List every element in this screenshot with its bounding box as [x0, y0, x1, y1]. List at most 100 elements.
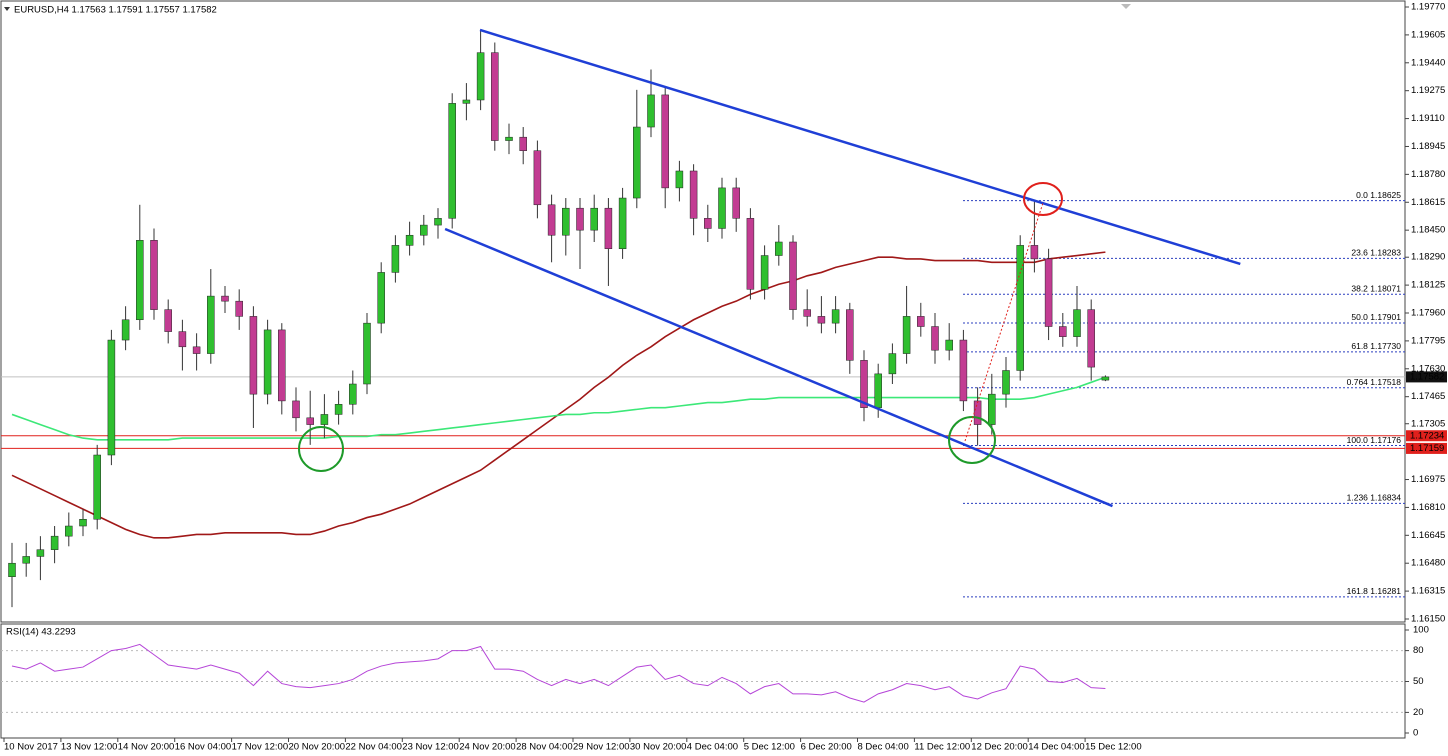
x-tick-label: 20 Nov 20:00	[289, 742, 346, 753]
candle-body	[547, 204, 556, 236]
candle-body	[1101, 376, 1110, 381]
x-tick-label: 14 Nov 20:00	[118, 742, 175, 753]
candle-body	[732, 187, 740, 219]
candle-body	[278, 329, 286, 402]
candle-body	[519, 136, 527, 151]
y-tick-label: 1.18945	[1411, 141, 1445, 152]
candle-body	[50, 535, 59, 550]
candle-body	[79, 519, 87, 527]
fib-label: 61.8 1.17730	[1351, 341, 1401, 351]
y-tick-label: 1.18290	[1411, 252, 1445, 263]
y-tick-label: 1.19770	[1411, 2, 1445, 13]
candle-body	[618, 197, 627, 250]
y-tick-label: 50	[1413, 676, 1424, 687]
candle-body	[888, 353, 897, 375]
y-tick-label: 1.16810	[1411, 502, 1445, 513]
candle-body	[476, 52, 485, 101]
y-tick-label: 80	[1413, 645, 1424, 656]
candle-body	[590, 207, 598, 231]
fib-label: 1.236 1.16834	[1347, 493, 1402, 503]
fib-label: 50.0 1.17901	[1351, 312, 1401, 322]
candle-body	[192, 346, 201, 354]
y-tick-label: 1.18450	[1411, 225, 1445, 236]
y-tick-label: 1.18780	[1411, 169, 1445, 180]
candle-body	[718, 187, 726, 229]
candle-body	[803, 309, 811, 317]
y-tick-label: 1.18615	[1411, 197, 1445, 208]
candle-body	[306, 417, 314, 425]
candle-body	[178, 331, 187, 348]
candle-body	[817, 316, 826, 324]
candle-body	[689, 170, 698, 219]
x-tick-label: 15 Dec 12:00	[1085, 742, 1142, 753]
candle-body	[1030, 245, 1039, 260]
y-tick-label: 1.16315	[1411, 586, 1445, 597]
candle-body	[320, 414, 329, 425]
candle-body	[831, 309, 840, 324]
chart-title: EURUSD,H4 1.17563 1.17591 1.17557 1.1758…	[14, 5, 217, 16]
candle-body	[1016, 245, 1024, 371]
candle-body	[434, 218, 442, 226]
x-tick-label: 30 Nov 20:00	[630, 742, 687, 753]
candle-body	[334, 404, 343, 415]
shift-marker[interactable]	[1121, 4, 1131, 9]
price-tag	[1406, 371, 1447, 383]
y-tick-label: 1.19110	[1411, 113, 1445, 124]
y-tick-label: 1.19605	[1411, 29, 1445, 40]
candle-body	[235, 300, 243, 317]
price-tag	[1406, 430, 1447, 442]
fib-label: 100.0 1.17176	[1347, 435, 1402, 445]
rsi-title: RSI(14) 43.2293	[6, 627, 76, 638]
x-tick-label: 28 Nov 04:00	[516, 742, 573, 753]
moving-average	[11, 251, 1106, 539]
candle-body	[1087, 309, 1095, 368]
support-circle	[948, 416, 996, 464]
x-tick-label: 24 Nov 20:00	[459, 742, 516, 753]
candle-body	[207, 295, 215, 354]
price-tag-label: 1.17582	[1410, 371, 1444, 382]
candle-body	[661, 94, 669, 189]
candle-body	[760, 255, 769, 290]
price-tag-label: 1.17234	[1410, 430, 1444, 441]
candle-body	[675, 170, 684, 189]
support-circle	[298, 426, 344, 472]
candle-body	[448, 103, 456, 219]
candle-body	[633, 126, 641, 199]
moving-average	[11, 376, 1106, 441]
candle-body	[65, 525, 73, 537]
y-tick-label: 1.19440	[1411, 57, 1445, 68]
x-tick-label: 5 Dec 12:00	[744, 742, 795, 753]
fib-label: 0.0 1.18625	[1356, 190, 1401, 200]
candle-body	[93, 454, 101, 520]
menu-arrow[interactable]	[4, 7, 10, 11]
x-tick-label: 23 Nov 12:00	[402, 742, 459, 753]
x-tick-label: 11 Dec 12:00	[914, 742, 970, 753]
y-tick-label: 1.17960	[1411, 308, 1445, 319]
candle-body	[249, 316, 258, 395]
price-tag	[1406, 442, 1447, 454]
candle-body	[164, 309, 172, 332]
resistance-circle	[1023, 182, 1063, 216]
candle-body	[107, 339, 116, 456]
candle-body	[860, 360, 868, 408]
y-tick-label: 20	[1413, 707, 1424, 718]
y-tick-label: 1.18125	[1411, 280, 1445, 291]
y-tick-label: 1.19275	[1411, 85, 1445, 96]
candle-body	[377, 272, 385, 324]
candle-body	[576, 207, 584, 231]
x-tick-label: 16 Nov 04:00	[175, 742, 232, 753]
candle-body	[562, 207, 570, 236]
candle-body	[1059, 326, 1067, 337]
price-tag-label: 1.17159	[1410, 443, 1444, 454]
candle-body	[902, 316, 911, 354]
x-tick-label: 14 Dec 04:00	[1028, 742, 1085, 753]
candle-body	[945, 339, 953, 351]
candle-body	[988, 393, 996, 425]
y-tick-label: 1.17795	[1411, 335, 1445, 346]
candle-body	[505, 136, 513, 141]
candle-body	[1073, 309, 1081, 337]
x-tick-label: 6 Dec 20:00	[801, 742, 852, 753]
fib-label: 23.6 1.18283	[1351, 248, 1401, 258]
